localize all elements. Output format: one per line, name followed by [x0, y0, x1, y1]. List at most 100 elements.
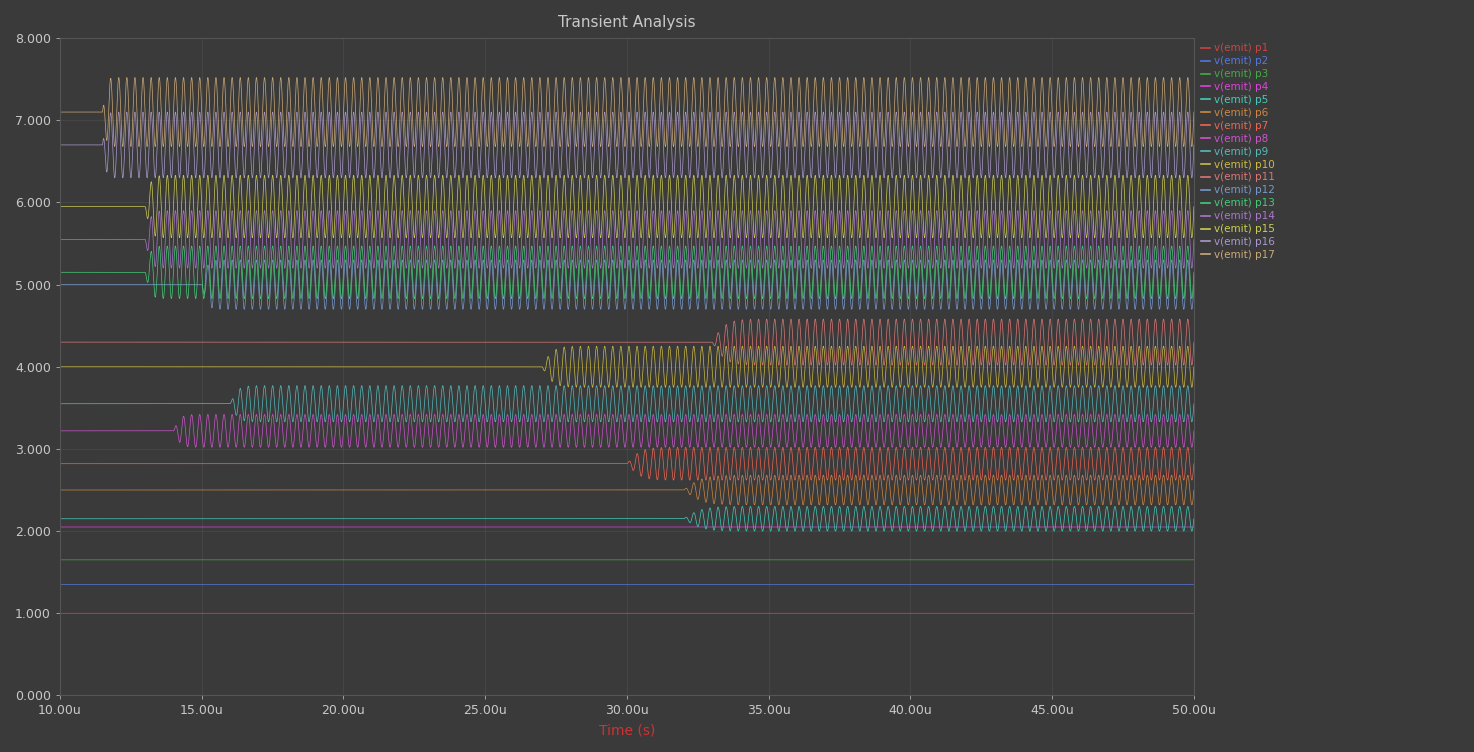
v(emit) p6 [52, 486, 69, 495]
Line: v(emit) p14: v(emit) p14 [60, 211, 1194, 268]
v(emit) p9 [666, 404, 684, 413]
v(emit) p5 [893, 521, 911, 530]
v(emit) p1 [128, 608, 146, 617]
v(emit) p12 [324, 302, 342, 311]
v(emit) p8 [1021, 443, 1039, 452]
v(emit) p3 [1185, 555, 1203, 564]
v(emit) p13 [215, 241, 233, 250]
v(emit) p7 [1021, 475, 1039, 484]
v(emit) p5 [52, 514, 69, 523]
v(emit) p5 [1185, 514, 1203, 523]
v(emit) p13 [734, 243, 752, 252]
v(emit) p14 [734, 208, 752, 217]
v(emit) p9 [128, 399, 146, 408]
v(emit) p12 [1021, 305, 1039, 314]
Line: v(emit) p8: v(emit) p8 [60, 414, 1194, 447]
v(emit) p4 [893, 523, 911, 532]
v(emit) p9 [485, 411, 503, 420]
v(emit) p10 [324, 362, 342, 371]
v(emit) p2 [324, 580, 342, 589]
v(emit) p9 [893, 410, 911, 419]
v(emit) p5 [871, 502, 889, 511]
Line: v(emit) p10: v(emit) p10 [60, 346, 1194, 387]
v(emit) p8 [734, 411, 752, 420]
v(emit) p16 [666, 149, 684, 158]
v(emit) p4 [324, 523, 342, 532]
v(emit) p13 [52, 268, 69, 277]
v(emit) p5 [1021, 526, 1039, 535]
v(emit) p17 [52, 108, 69, 117]
X-axis label: Time (s): Time (s) [598, 723, 654, 737]
v(emit) p16 [1021, 173, 1039, 182]
v(emit) p2 [893, 580, 911, 589]
v(emit) p3 [324, 555, 342, 564]
v(emit) p2 [52, 580, 69, 589]
Line: v(emit) p7: v(emit) p7 [60, 447, 1194, 480]
v(emit) p4 [485, 523, 503, 532]
v(emit) p15 [128, 202, 146, 211]
v(emit) p7 [324, 459, 342, 468]
v(emit) p12 [1185, 280, 1203, 289]
v(emit) p9 [693, 381, 710, 390]
v(emit) p10 [666, 368, 684, 377]
v(emit) p5 [485, 514, 503, 523]
v(emit) p6 [734, 472, 752, 481]
v(emit) p3 [893, 555, 911, 564]
v(emit) p13 [128, 268, 146, 277]
v(emit) p7 [871, 443, 889, 452]
v(emit) p8 [324, 441, 342, 450]
Line: v(emit) p5: v(emit) p5 [60, 506, 1194, 531]
v(emit) p16 [324, 170, 342, 179]
v(emit) p13 [485, 286, 503, 295]
v(emit) p11 [324, 338, 342, 347]
v(emit) p11 [893, 351, 911, 360]
v(emit) p14 [1185, 235, 1203, 244]
Line: v(emit) p17: v(emit) p17 [60, 77, 1194, 147]
v(emit) p9 [1021, 417, 1039, 426]
v(emit) p13 [1185, 268, 1203, 277]
v(emit) p4 [52, 523, 69, 532]
v(emit) p15 [893, 220, 911, 229]
v(emit) p11 [734, 317, 752, 326]
v(emit) p6 [893, 494, 911, 503]
v(emit) p7 [1185, 459, 1203, 468]
v(emit) p17 [215, 73, 233, 82]
v(emit) p5 [128, 514, 146, 523]
v(emit) p16 [485, 163, 503, 172]
v(emit) p4 [734, 523, 752, 532]
Line: v(emit) p11: v(emit) p11 [60, 319, 1194, 365]
Line: v(emit) p12: v(emit) p12 [60, 260, 1194, 309]
v(emit) p8 [1185, 426, 1203, 435]
v(emit) p16 [128, 144, 146, 153]
v(emit) p12 [128, 280, 146, 289]
v(emit) p3 [666, 555, 684, 564]
v(emit) p7 [893, 468, 911, 478]
v(emit) p7 [485, 459, 503, 468]
v(emit) p16 [215, 108, 233, 117]
v(emit) p2 [734, 580, 752, 589]
v(emit) p8 [666, 431, 684, 440]
v(emit) p12 [52, 280, 69, 289]
v(emit) p7 [52, 459, 69, 468]
v(emit) p10 [734, 343, 752, 352]
v(emit) p9 [734, 382, 752, 391]
v(emit) p14 [1021, 264, 1039, 273]
v(emit) p16 [734, 110, 752, 119]
v(emit) p6 [485, 486, 503, 495]
v(emit) p12 [693, 256, 710, 265]
v(emit) p17 [666, 116, 684, 125]
v(emit) p4 [1185, 523, 1203, 532]
v(emit) p5 [324, 514, 342, 523]
v(emit) p1 [666, 608, 684, 617]
v(emit) p7 [734, 444, 752, 453]
v(emit) p8 [485, 438, 503, 447]
v(emit) p3 [485, 555, 503, 564]
v(emit) p12 [666, 287, 684, 296]
v(emit) p11 [1185, 338, 1203, 347]
v(emit) p17 [1185, 108, 1203, 117]
v(emit) p15 [485, 223, 503, 232]
v(emit) p13 [666, 274, 684, 284]
v(emit) p9 [52, 399, 69, 408]
v(emit) p2 [128, 580, 146, 589]
v(emit) p17 [734, 75, 752, 84]
